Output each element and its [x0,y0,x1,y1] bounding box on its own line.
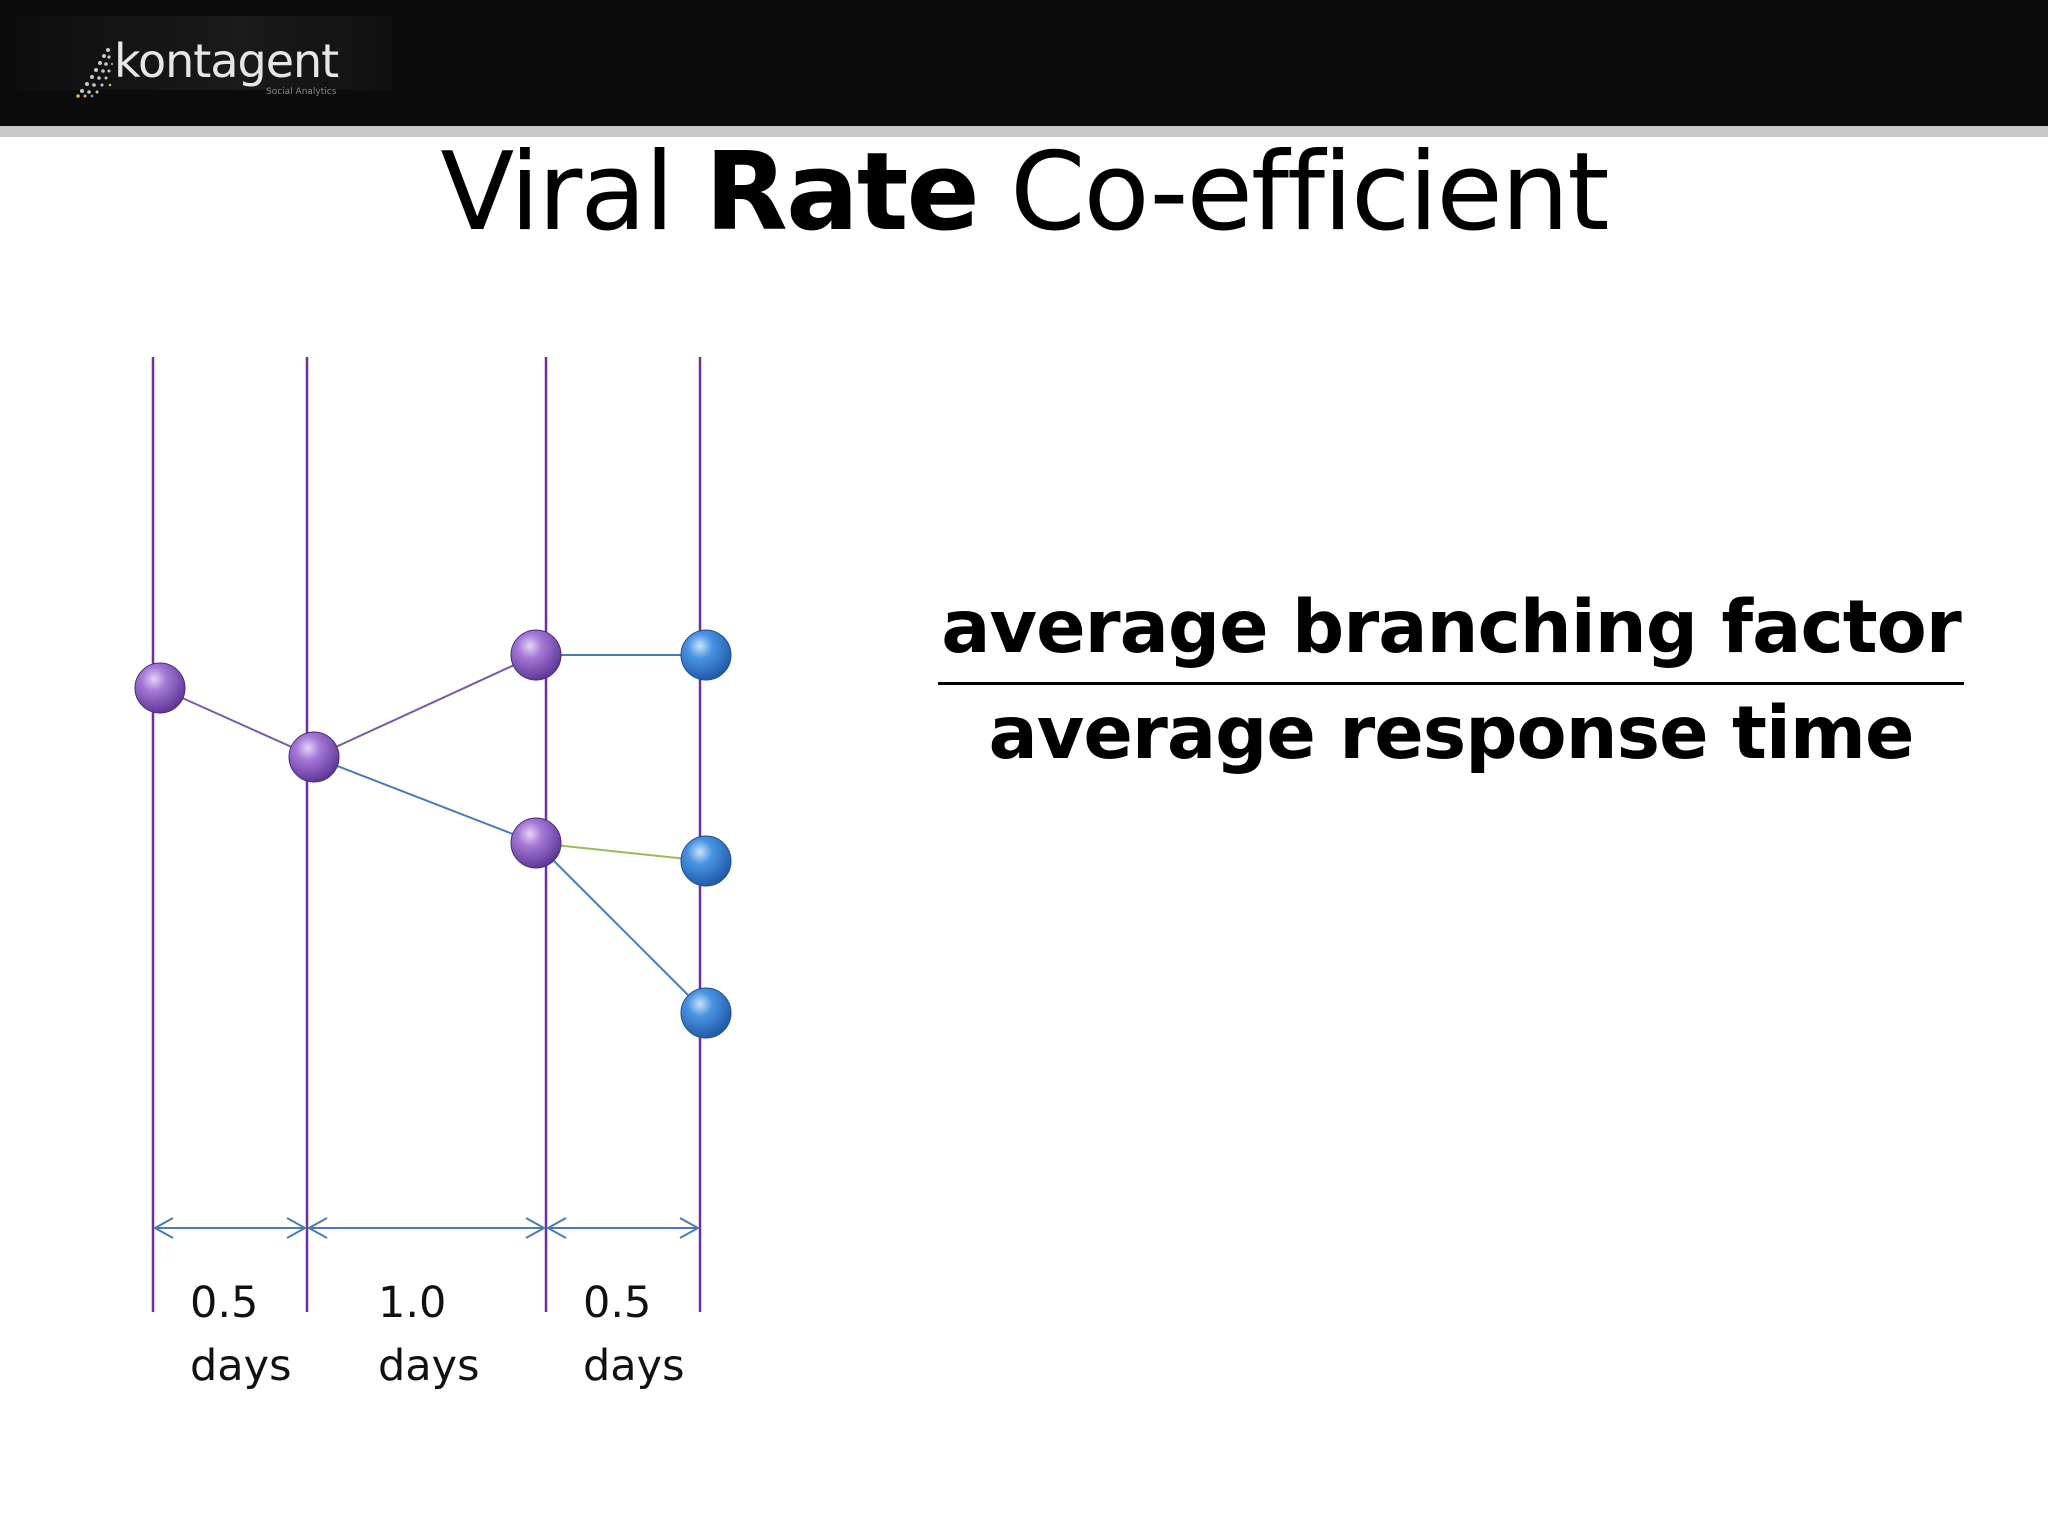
viral-rate-formula: average branching factor average respons… [938,585,1964,776]
node-gen3c [680,987,732,1039]
edge-gen2b-to-gen3c [535,842,707,1014]
formula-denominator: average response time [988,691,1914,776]
title-prefix: Viral [440,130,674,255]
edge-gen1-to-gen2b [313,756,537,844]
title-bold: Rate [704,130,980,255]
interval-label-1: 0.5 days [190,1272,292,1398]
node-root [134,662,186,714]
interval-arrow-1 [152,1217,308,1239]
logo-mark-icon [76,48,114,98]
edge-root-to-gen1 [159,687,315,758]
node-gen1 [288,731,340,783]
interval-label-2: 1.0 days [378,1272,480,1398]
node-gen3a [680,629,732,681]
interval-3-value: 0.5 [583,1278,652,1328]
interval-2-value: 1.0 [378,1278,447,1328]
logo: kontagent Social Analytics [16,16,392,98]
edge-gen1-to-gen2a [313,654,537,758]
interval-2-unit: days [378,1341,480,1391]
interval-arrow-2 [306,1217,547,1239]
formula-numerator: average branching factor [941,585,1962,670]
node-gen2b [510,817,562,869]
node-gen3b [680,835,732,887]
title-suffix: Co-efficient [1010,130,1610,255]
slide-title: Viral Rate Co-efficient [0,130,2048,255]
interval-3-unit: days [583,1341,685,1391]
header-stripe [0,126,2048,137]
logo-name: kontagent [114,34,339,88]
fraction-bar [938,682,1964,685]
logo-tagline: Social Analytics [266,87,337,97]
interval-label-3: 0.5 days [583,1272,685,1398]
interval-1-value: 0.5 [190,1278,259,1328]
interval-1-unit: days [190,1341,292,1391]
edge-gen2b-to-gen3b [535,842,707,862]
node-gen2a [510,629,562,681]
interval-arrow-3 [545,1217,701,1239]
branching-diagram [134,357,732,1312]
